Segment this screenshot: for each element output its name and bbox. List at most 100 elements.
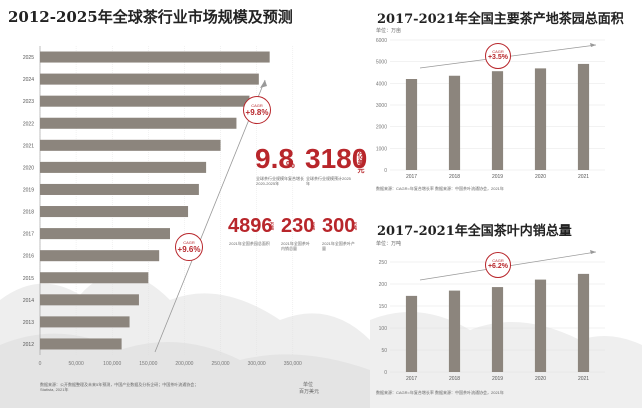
chart1-title: 2012-2025年全球茶行业市场规模及预测 — [8, 8, 293, 26]
chart1-category-label: 2022 — [23, 121, 34, 127]
chart1-category-label: 2013 — [23, 320, 34, 326]
chart1-bar — [40, 228, 170, 240]
chart1-bar — [40, 117, 237, 129]
chart2-cagr-badge: CAGR +3.5% — [485, 43, 511, 69]
chart3-ytick-label: 150 — [379, 304, 388, 310]
chart1-category-label: 2025 — [23, 55, 34, 61]
stat-unit-1: % — [286, 160, 295, 171]
chart2-bar — [534, 68, 547, 170]
chart3-category-label: 2019 — [492, 376, 503, 382]
chart3-category-label: 2018 — [449, 376, 460, 382]
chart2-ytick-label: 1000 — [376, 146, 387, 152]
chart2-unit: 单位：万亩 — [376, 28, 402, 34]
chart1-xtick-label: 0 — [39, 361, 42, 367]
chart3-bar — [534, 279, 547, 372]
chart1-category-label: 2012 — [23, 342, 34, 348]
stat-value-2: 3180 — [305, 143, 368, 174]
chart3-category-label: 2020 — [535, 376, 546, 382]
chart1-category-label: 2016 — [23, 254, 34, 260]
chart3-unit: 单位：万吨 — [376, 241, 402, 247]
stat-desc-3: 2021年全国茶园总面积 — [229, 241, 270, 246]
chart2-category-label: 2021 — [578, 174, 589, 180]
chart2-source: 数据来源：CAGR=年复合增长率 数据来源：中国茶叶流通协会，2021年 — [376, 186, 504, 191]
chart2-bar — [405, 79, 418, 170]
chart1-bar — [40, 250, 160, 262]
chart1-xtick-label: 100,000 — [103, 361, 121, 367]
chart1-unit-value: 百万美元 — [299, 389, 320, 395]
chart2-ytick-label: 0 — [384, 168, 387, 174]
chart1-xtick-label: 250,000 — [212, 361, 230, 367]
stat-unit-2: 亿美元 — [357, 152, 364, 173]
chart1-bar — [40, 51, 270, 63]
chart1-category-label: 2024 — [23, 77, 34, 83]
chart1-bar — [40, 206, 189, 218]
chart1-category-label: 2015 — [23, 276, 34, 282]
chart1-source: 数据来源：公开数据整理及未来5年预测，中国产业数据及分析企研；中国茶叶流通协会；… — [40, 382, 199, 392]
chart1-category-label: 2014 — [23, 298, 34, 304]
stat-value-3: 4896 — [228, 215, 273, 237]
badge-value: +6.2% — [487, 263, 509, 270]
badge-value: +9.8% — [245, 108, 269, 117]
chart3-bar — [448, 290, 461, 372]
chart1-bar — [40, 139, 221, 151]
badge-label: CAGR — [492, 49, 504, 54]
chart1-bar — [40, 183, 199, 195]
chart1-xtick-label: 200,000 — [175, 361, 193, 367]
chart2-category-label: 2018 — [449, 174, 460, 180]
chart1-category-label: 2017 — [23, 232, 34, 238]
chart2-ytick-label: 4000 — [376, 81, 387, 87]
chart1-unit-label: 单位 — [303, 382, 314, 388]
stat-desc-2: 全球茶行业规模预计2025年 — [306, 176, 351, 186]
chart1-category-label: 2020 — [23, 165, 34, 171]
chart2-ytick-label: 5000 — [376, 60, 387, 66]
chart1-category-label: 2019 — [23, 187, 34, 193]
chart1-bar — [40, 73, 259, 85]
chart2-bar — [577, 63, 590, 170]
chart1-bar — [40, 338, 122, 350]
stat-value-5: 300 — [322, 215, 356, 237]
badge-label: CAGR — [492, 258, 504, 263]
chart1-bar — [40, 272, 149, 284]
chart3-category-label: 2021 — [578, 376, 589, 382]
chart1-xtick-label: 50,000 — [68, 361, 84, 367]
chart2-category-label: 2017 — [406, 174, 417, 180]
chart3-bar — [491, 287, 504, 372]
chart1-xtick-label: 300,000 — [248, 361, 266, 367]
chart3-ytick-label: 250 — [379, 260, 388, 266]
chart3-bar — [405, 295, 418, 372]
stat-value-1: 9.8 — [255, 143, 294, 174]
stat-desc-4: 2021年全国茶叶内销总量 — [281, 241, 310, 251]
stat-desc-1: 全球茶行业规模年复合增长 2020-2025年 — [256, 176, 304, 186]
chart3-cagr-badge: CAGR +6.2% — [485, 252, 511, 278]
stat-value-4: 230 — [281, 215, 315, 237]
chart3-category-label: 2017 — [406, 376, 417, 382]
chart3-title: 2017-2021年全国茶叶内销总量 — [377, 224, 572, 239]
chart1-cagr-badge-2: CAGR +9.6% — [175, 233, 203, 261]
badge-label: CAGR — [251, 103, 263, 108]
chart1-bar — [40, 316, 130, 328]
chart1-category-label: 2021 — [23, 143, 34, 149]
chart2-ytick-label: 3000 — [376, 103, 387, 109]
badge-value: +3.5% — [487, 54, 509, 61]
chart2-trend-arrowhead — [590, 43, 596, 47]
chart3-bar — [577, 273, 590, 372]
chart3-source: 数据来源：CAGR=年复合增长率 数据来源：中国茶叶流通协会，2021年 — [376, 390, 504, 395]
chart2-category-label: 2020 — [535, 174, 546, 180]
chart3-trend-arrowhead — [590, 250, 596, 254]
chart3-ytick-label: 100 — [379, 326, 388, 332]
chart1-trend-arrowhead — [260, 80, 267, 88]
stat-unit-3: 万亩 — [270, 222, 275, 230]
stat-desc-5: 2021年全国茶叶产量 — [322, 241, 355, 251]
chart1-category-label: 2023 — [23, 99, 34, 105]
chart1-bar — [40, 294, 139, 306]
chart2-ytick-label: 2000 — [376, 125, 387, 131]
chart1-bar — [40, 161, 207, 173]
chart2-bar — [491, 71, 504, 170]
chart1-xtick-label: 150,000 — [139, 361, 157, 367]
chart2-ytick-label: 6000 — [376, 38, 387, 44]
chart2-category-label: 2019 — [492, 174, 503, 180]
